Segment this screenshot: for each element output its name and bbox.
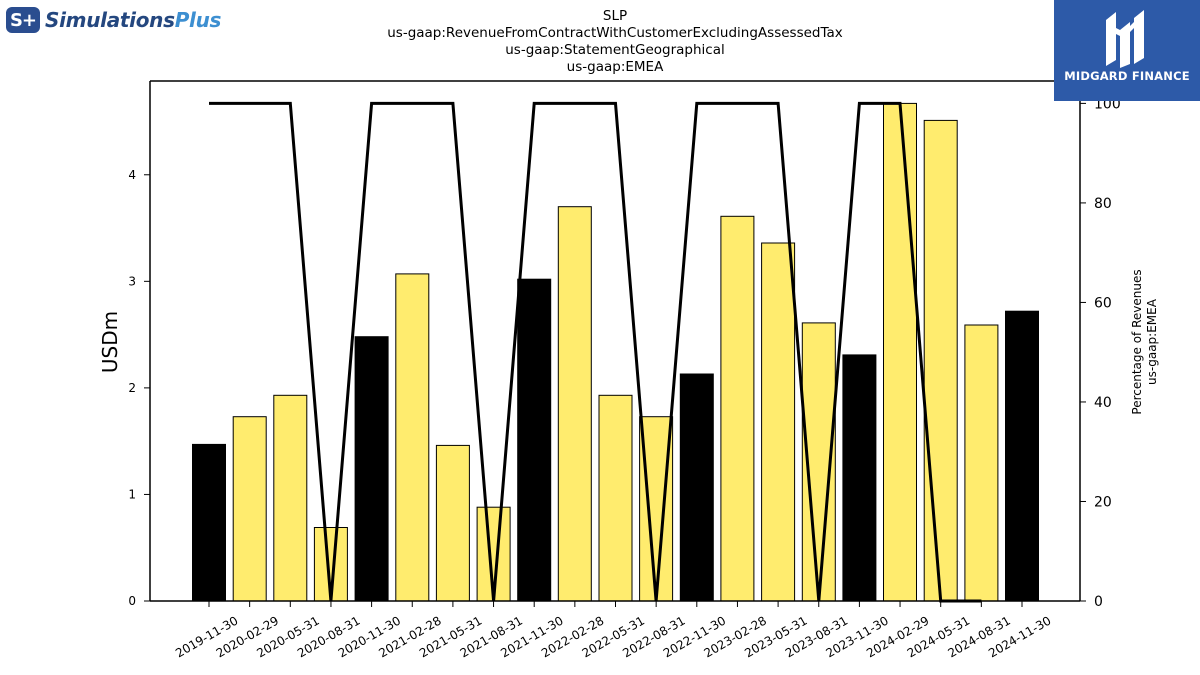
percentage-line-series: [209, 101, 982, 603]
bar-2024-02-29: [883, 102, 917, 602]
chart-title: SLP us-gaap:RevenueFromContractWithCusto…: [365, 8, 865, 76]
y-tick-label: 4: [128, 168, 136, 182]
bar-2024-05-31: [923, 119, 958, 602]
y2-axis-label-line-2: us-gaap:EMEA: [1145, 298, 1159, 385]
bar-2020-05-31: [273, 394, 308, 602]
bar-2022-05-31: [598, 394, 633, 602]
x-axis-ticks: 2019-11-302020-02-292020-05-312020-08-31…: [173, 601, 1054, 660]
midgard-finance-logo: MIDGARD FINANCE: [1054, 0, 1200, 101]
midgard-logo-name: MIDGARD FINANCE: [1064, 69, 1190, 83]
left-axis-ticks: 0 1 2 3 4: [128, 168, 150, 608]
bar-2023-11-30: [842, 354, 877, 602]
simulations-plus-logo: S+ SimulationsPlus: [6, 6, 221, 34]
y2-tick-label: 40: [1094, 395, 1112, 411]
y-tick-label: 0: [128, 594, 136, 608]
title-line-2: us-gaap:RevenueFromContractWithCustomerE…: [387, 25, 843, 41]
y-tick-label: 1: [128, 487, 136, 501]
logo-badge: S+: [6, 7, 40, 33]
title-line-4: us-gaap:EMEA: [566, 59, 664, 75]
bar-2024-11-30: [1005, 310, 1039, 602]
bar-2021-11-30: [517, 278, 552, 602]
bar-2022-11-30: [679, 373, 714, 602]
y2-tick-label: 0: [1094, 594, 1103, 610]
y2-axis-label-line-1: Percentage of Revenues: [1130, 269, 1144, 414]
title-line-1: SLP: [602, 8, 628, 24]
y2-tick-label: 20: [1094, 494, 1112, 510]
bar-2022-02-28: [557, 206, 592, 602]
bar-2021-05-31: [435, 444, 470, 602]
logo-wordmark: SimulationsPlus: [45, 8, 221, 32]
logo-wordmark-main: Simulations: [45, 8, 175, 32]
bar-2023-02-28: [720, 215, 755, 602]
midgard-logo-icon: [1106, 10, 1144, 68]
y2-tick-label: 80: [1094, 196, 1112, 212]
y2-tick-label: 60: [1094, 295, 1112, 311]
title-line-3: us-gaap:StatementGeographical: [505, 42, 725, 58]
logo-wordmark-accent: Plus: [174, 8, 222, 32]
percentage-line: [209, 101, 982, 603]
y-tick-label: 2: [128, 381, 136, 395]
bar-2021-02-28: [395, 273, 430, 602]
bar-2023-05-31: [761, 242, 796, 602]
bar-2020-02-29: [232, 416, 267, 602]
bar-series: [192, 102, 1039, 602]
y-tick-label: 3: [128, 274, 136, 288]
y-axis-label: USDm: [98, 311, 122, 373]
bar-2020-11-30: [354, 336, 389, 602]
bar-2024-08-31: [964, 324, 999, 602]
bar-2019-11-30: [192, 443, 226, 602]
